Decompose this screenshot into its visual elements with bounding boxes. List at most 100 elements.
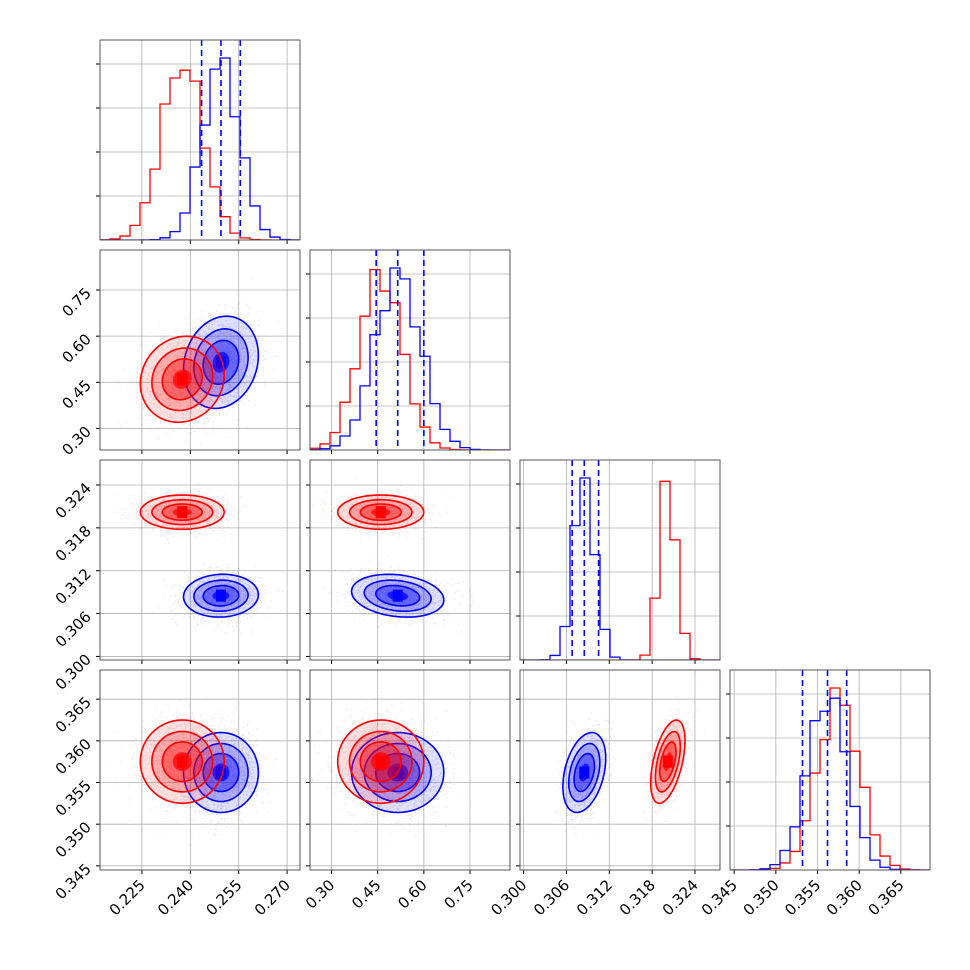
x-tick-label: 0.75: [440, 876, 476, 912]
histogram-series-0: [520, 477, 720, 660]
panel-background: [520, 670, 720, 870]
panel-frame: [309, 249, 511, 451]
density-peak: [662, 755, 673, 768]
panel-frame: [519, 669, 721, 871]
contour-line-1: [151, 347, 214, 412]
contour-line-1: [193, 327, 249, 397]
panel-frame: [99, 39, 301, 241]
x-tick-label: 0.240: [154, 876, 197, 919]
y-tick-label: 0.365: [52, 693, 95, 736]
contour-line-1: [654, 730, 682, 793]
contour-line-0: [336, 494, 425, 531]
scatter-cloud: [108, 699, 247, 846]
panel-frame: [99, 249, 301, 451]
y-tick-label: 0.300: [52, 651, 95, 694]
x-tick-label: 0.312: [573, 876, 616, 919]
contour-line-2: [161, 741, 204, 783]
y-tick-label: 0.350: [52, 818, 95, 861]
contour-line-0: [139, 494, 226, 531]
density-peak: [177, 506, 188, 519]
panel-frame: [99, 669, 301, 871]
contour-line-2: [202, 752, 240, 793]
x-tick-label: 0.365: [865, 876, 908, 919]
contour-line-1: [363, 579, 433, 612]
contour-line-2: [202, 584, 240, 607]
y-tick-label: 0.355: [52, 777, 95, 820]
contour-line-0: [562, 731, 607, 814]
contour-line-1: [568, 742, 601, 803]
contour-line-2: [359, 503, 403, 522]
contour-line-2: [161, 503, 204, 522]
histogram-series-0: [310, 267, 510, 450]
panel-background: [520, 460, 720, 660]
panel-1-0: 0.30 0.45 0.60 0.75: [58, 249, 301, 459]
y-tick-label: 0.306: [52, 608, 95, 651]
contour-line-1: [192, 579, 249, 612]
histogram-series-0: [730, 697, 930, 870]
scatter-points-series-1: [108, 699, 247, 846]
contour-line-1: [192, 742, 249, 803]
x-tick-label: 0.324: [659, 876, 702, 919]
density-peak: [375, 755, 386, 768]
contour-line-0: [182, 315, 260, 410]
y-tick-label: 0.324: [52, 479, 95, 522]
y-tick-label: 0.60: [58, 330, 94, 366]
panel-frame: [309, 669, 511, 871]
panel-2-1: [306, 459, 511, 664]
contour-line-0: [182, 731, 260, 814]
density-peak: [375, 506, 386, 519]
x-tick-label: 0.30: [302, 876, 338, 912]
x-tick-label: 0.306: [530, 876, 573, 919]
density-peak: [177, 755, 188, 768]
contour-line-0: [139, 719, 226, 805]
x-tick-label: 0.360: [823, 876, 866, 919]
panel-frame: [99, 459, 301, 661]
x-tick-label: 0.45: [348, 876, 384, 912]
panel-frame: [309, 459, 511, 661]
panel-frame: [729, 669, 931, 871]
contour-line-2: [359, 741, 403, 783]
density-peak: [392, 589, 403, 602]
density-peak: [177, 373, 188, 386]
contour-line-1: [348, 730, 413, 793]
x-tick-label: 0.345: [698, 876, 741, 919]
x-tick-label: 0.355: [781, 876, 824, 919]
density-peak: [215, 766, 226, 779]
scatter-cloud: [114, 483, 246, 544]
y-tick-label: 0.312: [52, 565, 95, 608]
panel-frame: [519, 459, 721, 661]
contour-line-0: [350, 573, 445, 618]
contour-line-0: [182, 573, 260, 618]
y-tick-label: 0.318: [52, 522, 95, 565]
x-tick-label: 0.225: [106, 876, 149, 919]
scatter-points-series-1: [114, 483, 246, 544]
density-peak: [579, 766, 590, 779]
contour-line-1: [151, 730, 214, 793]
y-tick-label: 0.360: [52, 735, 95, 778]
x-tick-label: 0.60: [394, 876, 430, 912]
panel-1-1: [306, 249, 511, 454]
contour-line-2: [573, 752, 596, 793]
y-tick-label: 0.30: [58, 423, 94, 459]
contour-line-2: [374, 584, 421, 607]
y-tick-label: 0.75: [58, 284, 94, 320]
x-tick-label: 0.270: [251, 876, 294, 919]
density-peak: [215, 356, 226, 369]
density-peak: [215, 589, 226, 602]
contour-line-1: [151, 498, 214, 526]
contour-line-1: [348, 498, 413, 526]
panel-background: [100, 460, 300, 660]
panel-2-2: [516, 459, 721, 664]
contour-line-0: [649, 719, 686, 805]
panel-background: [310, 460, 510, 660]
contour-line-2: [374, 752, 421, 793]
x-tick-label: 0.318: [616, 876, 659, 919]
y-tick-label: 0.45: [58, 376, 94, 412]
panel-3-1: 0.30 0.45 0.60 0.75: [302, 669, 511, 912]
contour-line-2: [658, 741, 677, 783]
y-tick-label: 0.345: [52, 860, 95, 903]
x-tick-label: 0.350: [740, 876, 783, 919]
